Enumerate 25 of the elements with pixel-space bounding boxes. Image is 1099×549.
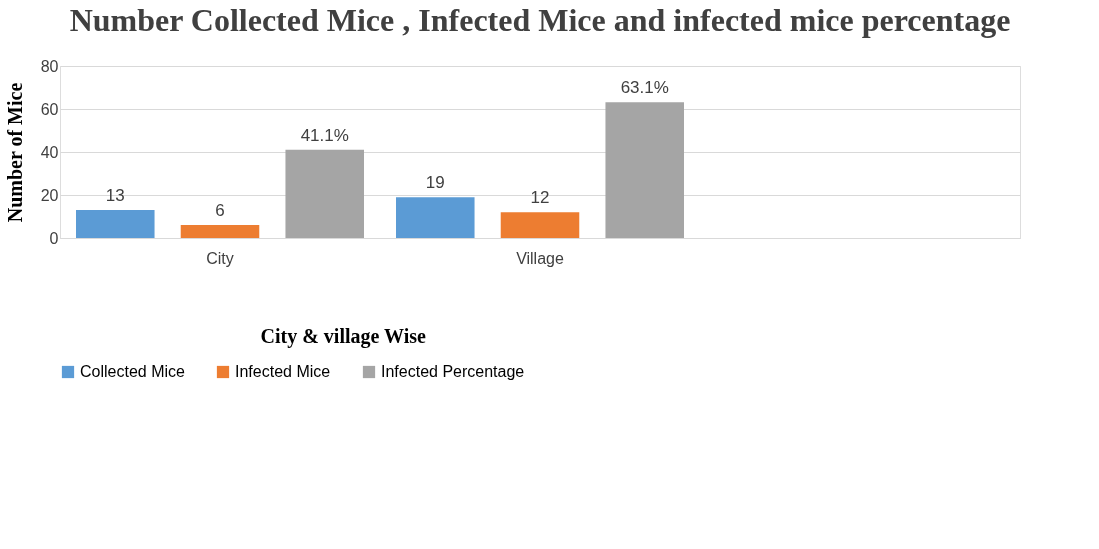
data-label: 63.1% (620, 78, 669, 98)
bar (500, 212, 580, 238)
data-label: 19 (425, 173, 445, 193)
chart-title: Number Collected Mice , Infected Mice and infected mice percentage (69, 2, 1011, 38)
bar (285, 149, 364, 238)
x-tick-label: City (206, 249, 234, 267)
data-label: 41.1% (300, 125, 349, 145)
y-tick-label: 80 (40, 57, 59, 75)
x-axis-title: City & village Wise (260, 324, 426, 348)
x-tick-label: Village (516, 249, 564, 267)
bar (605, 102, 684, 238)
bar (180, 225, 260, 238)
legend-label: Infected Mice (235, 363, 331, 380)
y-tick-label: 40 (40, 143, 59, 161)
y-tick-label: 60 (40, 100, 59, 118)
legend-label: Collected Mice (80, 363, 186, 380)
data-label: 6 (215, 201, 225, 221)
y-tick-label: 20 (40, 186, 59, 204)
y-tick-label: 0 (49, 229, 59, 247)
data-label: 12 (530, 188, 550, 208)
bar (76, 210, 155, 238)
legend-label: Infected Percentage (381, 363, 525, 380)
y-axis-title: Number of Mice (3, 82, 26, 223)
data-label: 13 (105, 186, 125, 206)
bar (396, 197, 475, 238)
